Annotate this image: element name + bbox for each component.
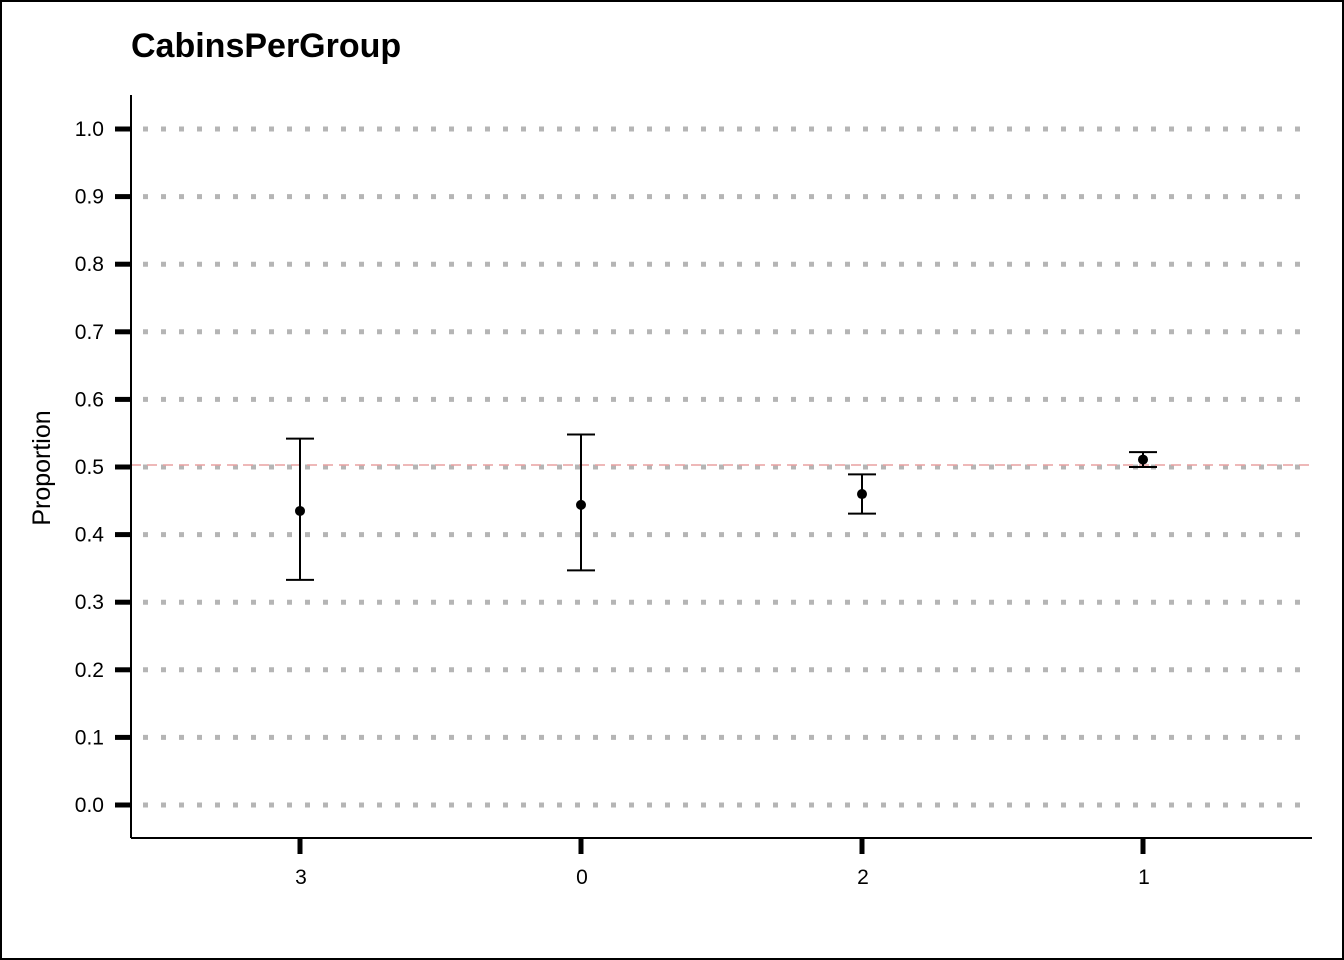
y-tick-label-4: 0.4 <box>75 524 105 547</box>
y-tick-label-0: 0.0 <box>75 794 104 817</box>
y-tick-label-5: 0.5 <box>75 456 104 479</box>
y-tick-label-10: 1.0 <box>75 118 104 141</box>
x-tick-label-1: 0 <box>576 866 588 889</box>
y-tick-label-7: 0.7 <box>75 321 104 344</box>
y-tick-label-3: 0.3 <box>75 591 104 614</box>
x-ticks: 3 0 2 1 <box>295 838 1150 889</box>
data-marks <box>286 433 1157 581</box>
chart-title: CabinsPerGroup <box>131 27 401 65</box>
point-1 <box>1138 454 1148 465</box>
y-tick-label-6: 0.6 <box>75 388 104 411</box>
gridlines <box>143 126 1312 808</box>
y-ticks: 0.0 0.1 0.2 0.3 0.4 0.5 0.6 0.7 0.8 0.9 1.0 <box>75 118 131 817</box>
point-3 <box>295 505 305 516</box>
y-tick-label-2: 0.2 <box>75 659 104 682</box>
x-tick-label-3: 1 <box>1138 866 1150 889</box>
y-tick-label-9: 0.9 <box>75 186 104 209</box>
x-tick-label-2: 2 <box>857 866 869 889</box>
point-0 <box>576 499 586 510</box>
y-tick-label-1: 0.1 <box>75 726 104 749</box>
point-2 <box>857 489 867 500</box>
y-tick-label-8: 0.8 <box>75 253 104 276</box>
x-tick-label-0: 3 <box>295 866 307 889</box>
y-axis-label: Proportion <box>28 410 56 525</box>
